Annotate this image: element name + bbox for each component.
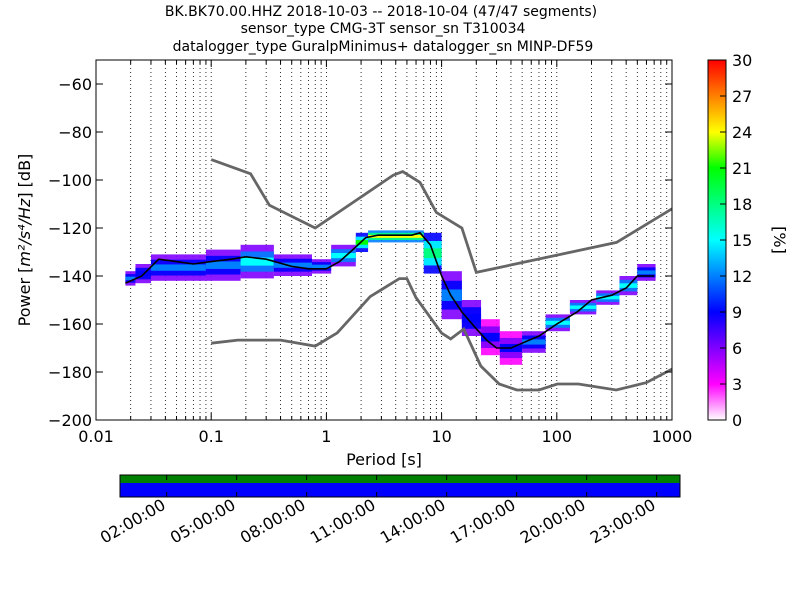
x-tick-label: 1 <box>321 427 331 446</box>
pdf-band-core <box>522 339 546 345</box>
x-axis-label: Period [s] <box>346 450 422 469</box>
colorbar-label: [%] <box>770 226 789 254</box>
nhnm-line <box>210 158 672 275</box>
pdf-band-core <box>481 332 500 342</box>
y-axis-label-units: m²/s⁴/Hz <box>15 198 34 267</box>
pdf-band-core <box>312 264 332 269</box>
chart-title-line-1: BK.BK70.00.HHZ 2018-10-03 -- 2018-10-04 … <box>165 4 597 20</box>
colorbar-tick-label: 3 <box>732 375 742 394</box>
x-tick-label: 0.1 <box>198 427 223 446</box>
timeline-tick-label: 14:00:00 <box>377 495 449 547</box>
colorbar-ticks: 0 3 6 9 12 15 18 21 24 27 30 <box>720 51 752 430</box>
timeline-bottom-bar <box>120 483 680 497</box>
y-tick-label: −80 <box>58 123 92 142</box>
y-tick-label: −60 <box>58 75 92 94</box>
timeline-tick-label: 20:00:00 <box>517 495 589 547</box>
pdf-band-core <box>331 253 356 259</box>
chart-title-line-2: sensor_type CMG-3T sensor_sn T310034 <box>241 21 526 37</box>
colorbar-tick-label: 27 <box>732 87 752 106</box>
y-axis-label-prefix: Power [ <box>15 267 34 327</box>
timeline-top-bar <box>120 475 680 483</box>
noise-model-lines <box>125 158 672 392</box>
pdf-band-core <box>441 289 462 301</box>
colorbar-tick-label: 15 <box>732 231 752 250</box>
pdf-band-core <box>125 276 136 281</box>
pdf-band-core <box>368 234 424 238</box>
timeline-tick-label: 17:00:00 <box>447 495 519 547</box>
y-axis-ticks: −200 −180 −160 −140 −120 −100 −80 −60 <box>48 75 672 430</box>
x-tick-label: 10 <box>431 427 451 446</box>
mode-line <box>125 231 655 349</box>
y-tick-label: −180 <box>48 363 92 382</box>
x-tick-label: 100 <box>542 427 573 446</box>
y-tick-label: −120 <box>48 219 92 238</box>
x-axis-ticks: 0.01 0.1 1 10 100 1000 <box>78 60 692 446</box>
y-axis-label-suffix: ] [dB] <box>15 154 34 199</box>
x-tick-label: 0.01 <box>78 427 114 446</box>
colorbar-tick-label: 21 <box>732 159 752 178</box>
colorbar-tick-label: 30 <box>732 51 752 70</box>
colorbar-tick-label: 9 <box>732 303 742 322</box>
timeline-frame <box>119 474 681 498</box>
timeline-tick-label: 11:00:00 <box>307 495 379 547</box>
x-tick-label: 1000 <box>652 427 693 446</box>
y-tick-label: −100 <box>48 171 92 190</box>
colorbar-tick-label: 24 <box>732 123 752 142</box>
chart-title-line-3: datalogger_type GuralpMinimus+ datalogge… <box>173 39 594 55</box>
pdf-band-core <box>150 264 206 271</box>
colorbar-tick-label: 18 <box>732 195 752 214</box>
pdf-band-core <box>637 270 656 275</box>
pdf-band-core <box>596 295 620 300</box>
colorbar-tick-label: 6 <box>732 339 742 358</box>
y-tick-label: −140 <box>48 267 92 286</box>
plot-frame <box>95 59 673 421</box>
timeline-tick-label: 02:00:00 <box>97 495 169 547</box>
pdf-band-core <box>355 240 369 245</box>
timeline-tick-label: 05:00:00 <box>167 495 239 547</box>
timeline-tick-label: 08:00:00 <box>237 495 309 547</box>
pdf-band-core <box>205 261 241 269</box>
y-tick-label: −160 <box>48 315 92 334</box>
y-axis-label: Power [m²/s⁴/Hz] [dB] <box>15 154 34 327</box>
colorbar-tick-label: 12 <box>732 267 752 286</box>
pdf-band-core <box>273 262 313 268</box>
timeline-tick-label: 23:00:00 <box>587 495 659 547</box>
pdf-band-core <box>240 257 274 266</box>
colorbar-tick-label: 0 <box>732 411 742 430</box>
pdf-band-core <box>461 313 482 323</box>
nlnm-line <box>211 277 672 392</box>
y-tick-label: −200 <box>48 411 92 430</box>
